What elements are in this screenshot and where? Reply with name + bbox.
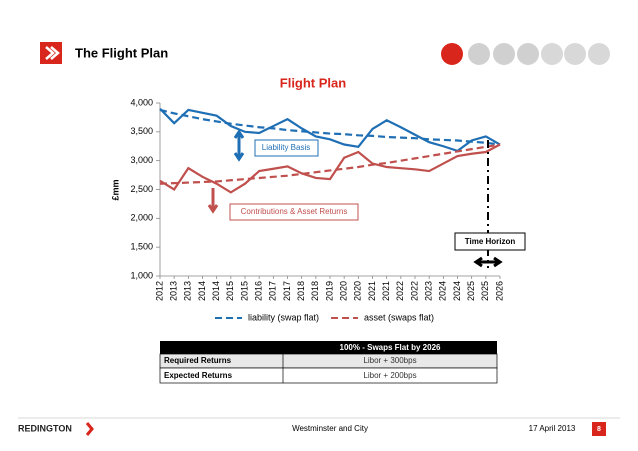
annotation: Contributions & Asset Returns	[241, 207, 348, 216]
table-cell: Expected Returns	[164, 371, 233, 380]
chart-title: Flight Plan	[280, 75, 347, 90]
annotation-box	[229, 203, 359, 221]
arrow	[207, 188, 219, 214]
table: 100% - Swaps Flat by 2026 Required Retur…	[159, 341, 498, 384]
header-title: The Flight Plan	[75, 45, 168, 60]
legend-label: asset (swaps flat)	[364, 312, 434, 322]
nav-icon	[517, 43, 539, 65]
annotation: Liability Basis	[262, 143, 310, 152]
series-line	[159, 143, 501, 194]
table-row	[159, 367, 498, 384]
x-tick-label: 2013	[183, 281, 193, 301]
x-tick-label: 2019	[324, 281, 334, 301]
table-cell: Required Returns	[164, 356, 232, 365]
series-line	[159, 108, 501, 146]
x-tick-label: 2022	[395, 281, 405, 301]
arrow	[473, 256, 503, 268]
y-tick-label: 3,500	[130, 126, 153, 136]
annotation-box	[454, 232, 526, 251]
page-number: 8	[597, 426, 601, 433]
nav-icon	[441, 43, 463, 65]
x-tick-label: 2021	[367, 281, 377, 301]
x-tick-label: 2020	[353, 281, 363, 301]
footer-center: Westminster and City	[292, 424, 368, 433]
x-tick-label: 2022	[409, 281, 419, 301]
x-tick-label: 2012	[154, 281, 164, 301]
table-cell: Libor + 300bps	[363, 356, 416, 365]
x-tick-label: 2016	[254, 281, 264, 301]
header-chevron	[45, 46, 60, 60]
annotation-box	[254, 139, 319, 157]
x-tick-label: 2017	[268, 281, 278, 301]
table-cell: Libor + 200bps	[363, 371, 416, 380]
y-tick-label: 1,500	[130, 242, 153, 252]
nav-icon	[541, 43, 563, 65]
x-tick-label: 2025	[480, 281, 490, 301]
y-tick-label: 1,000	[130, 270, 153, 280]
series-line	[159, 107, 501, 153]
x-tick-label: 2014	[197, 281, 207, 301]
header-badge	[40, 42, 62, 64]
nav-icon	[564, 43, 586, 65]
y-tick-label: 4,000	[130, 97, 153, 107]
x-tick-label: 2024	[438, 281, 448, 301]
plot: 1,000 1,500 2,000 2,500 3,000 3,500 4,000 2012 2…	[130, 97, 504, 322]
x-tick-label: 2018	[296, 281, 306, 301]
x-tick-label: 2023	[424, 281, 434, 301]
table-header: 100% - Swaps Flat by 2026	[340, 343, 441, 352]
x-tick-label: 2013	[169, 281, 179, 301]
x-tick-label: 2025	[466, 281, 476, 301]
arrow	[233, 129, 245, 162]
y-axis-label: £mm	[110, 179, 120, 200]
nav-icon	[493, 43, 515, 65]
legend-label: liability (swap flat)	[248, 312, 319, 322]
nav-icons	[441, 43, 610, 65]
series-line	[159, 143, 501, 185]
footer-logo: REDINGTON	[18, 423, 72, 433]
y-tick-label: 2,500	[130, 184, 153, 194]
x-tick-label: 2018	[310, 281, 320, 301]
logo-chevron	[85, 422, 94, 436]
y-tick-label: 2,000	[130, 213, 153, 223]
x-tick-label: 2021	[381, 281, 391, 301]
x-tick-label: 2020	[339, 281, 349, 301]
table-header-bg	[160, 341, 497, 354]
footer-date: 17 April 2013	[529, 424, 576, 433]
x-tick-label: 2015	[239, 281, 249, 301]
annotation: Time Horizon	[465, 237, 516, 246]
x-tick-label: 2026	[494, 281, 504, 301]
y-tick-label: 3,000	[130, 155, 153, 165]
page-badge	[592, 422, 606, 436]
x-tick-label: 2014	[211, 281, 221, 301]
x-tick-label: 2015	[225, 281, 235, 301]
nav-icon	[468, 43, 490, 65]
nav-icon	[588, 43, 610, 65]
x-tick-label: 2024	[452, 281, 462, 301]
x-tick-label: 2017	[282, 281, 292, 301]
